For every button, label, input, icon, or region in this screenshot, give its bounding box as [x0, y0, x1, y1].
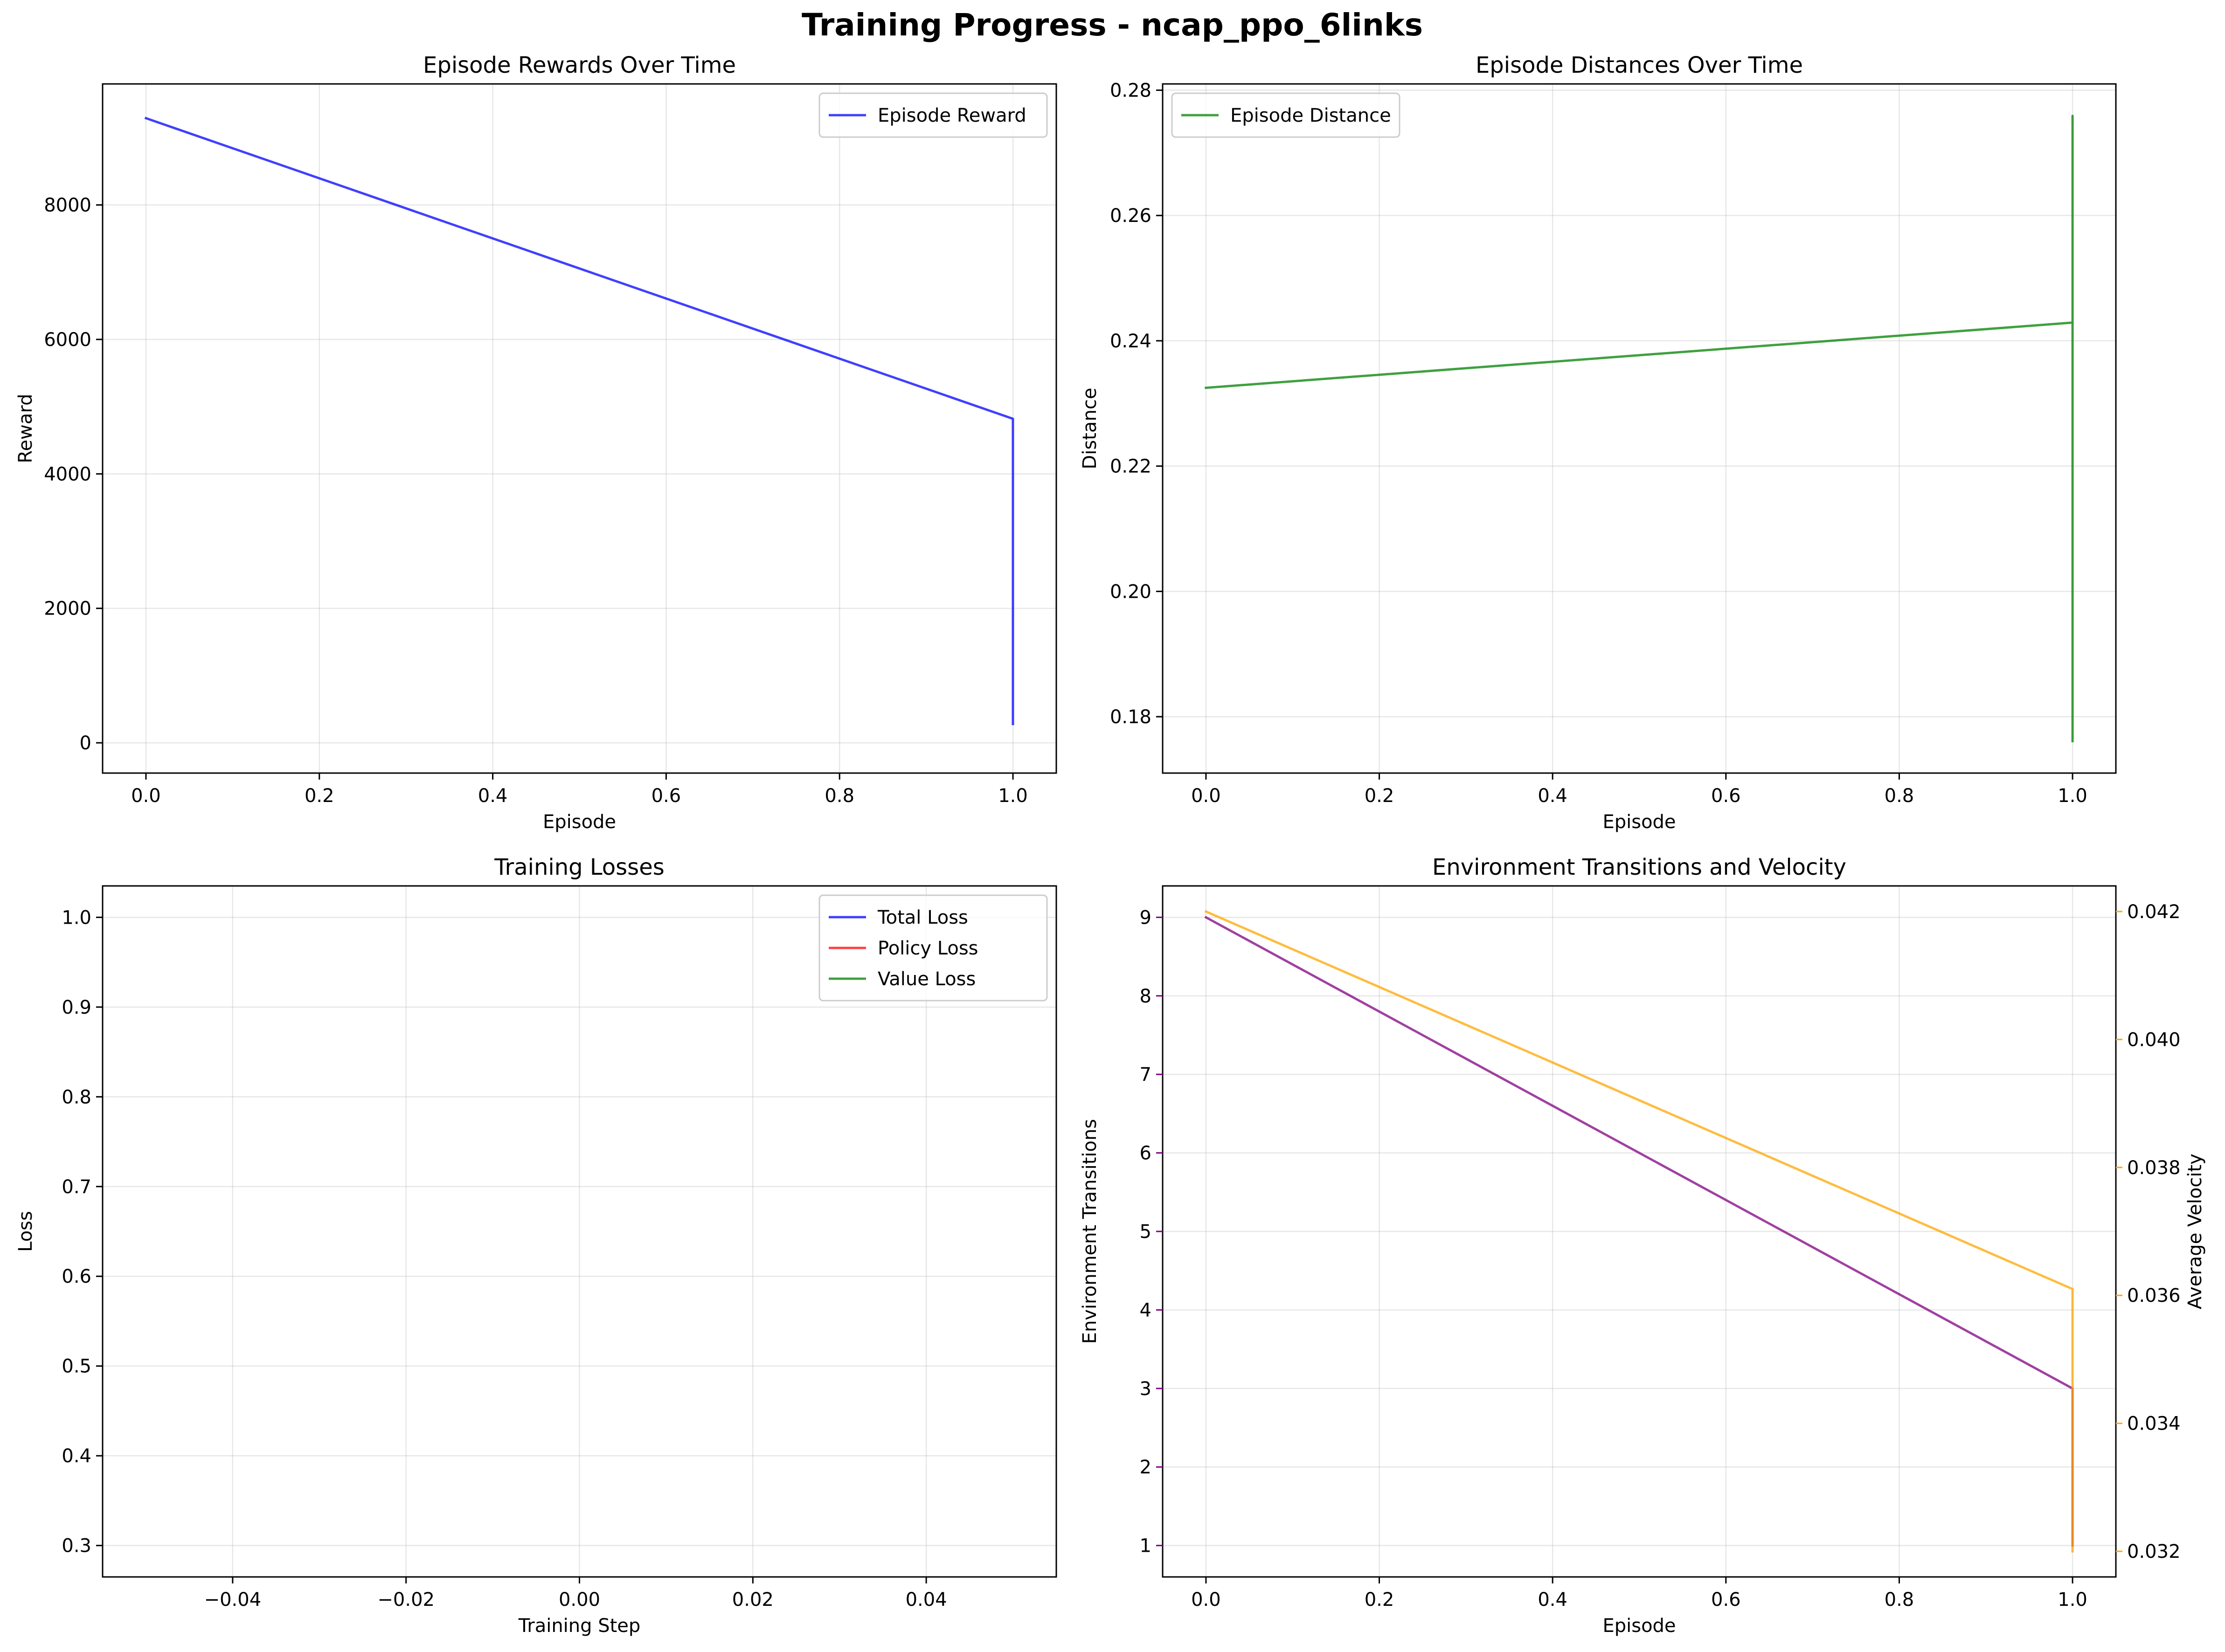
rewards-x-tick-label-5: 1.0 — [998, 785, 1028, 807]
transitions-x-tick-label-5: 1.0 — [2058, 1589, 2087, 1611]
distances-x-axis-label: Episode — [1602, 811, 1676, 833]
rewards-x-axis-label: Episode — [543, 811, 616, 833]
losses-legend-label-1: Policy Loss — [878, 938, 978, 959]
transitions-y2-tick-label-3: 0.038 — [2127, 1157, 2181, 1179]
distances-x-tick-label-3: 0.6 — [1711, 785, 1741, 807]
distances-y-tick-label-0: 0.18 — [1110, 706, 1151, 728]
transitions-velocity-panel: 0.0 0.2 0.4 0.6 0.8 1.0 1 2 3 4 5 6 7 8 9 0.032 0.034 0.0… — [1079, 854, 2206, 1637]
transitions-y-tick-label-1: 2 — [1140, 1457, 1151, 1478]
distances-y-axis-label: Distance — [1079, 388, 1101, 470]
losses-y-tick-label-3: 0.6 — [62, 1266, 91, 1287]
rewards-series-line-0 — [144, 117, 1014, 726]
transitions-y2-axis-label: Average Velocity — [2184, 1154, 2206, 1309]
losses-x-tick-label-1: −0.02 — [377, 1589, 435, 1611]
rewards-y-tick-label-4: 8000 — [44, 195, 91, 216]
losses-y-tick-label-2: 0.5 — [62, 1356, 91, 1377]
distances-title: Episode Distances Over Time — [1476, 52, 1803, 78]
transitions-y2-tick-label-1: 0.034 — [2127, 1413, 2181, 1435]
distances-series-line-0 — [1205, 115, 2074, 742]
distances-x-tick-label-5: 1.0 — [2058, 785, 2087, 807]
losses-x-tick-label-3: 0.02 — [732, 1589, 774, 1611]
transitions-series-line-1 — [1204, 910, 2074, 1553]
rewards-x-tick-label-4: 0.8 — [825, 785, 854, 807]
transitions-y-tick-label-4: 5 — [1140, 1221, 1151, 1243]
distances-y-tick-label-3: 0.24 — [1110, 331, 1151, 352]
distances-y-tick-label-5: 0.28 — [1110, 80, 1151, 101]
transitions-x-axis-label: Episode — [1602, 1615, 1676, 1637]
distances-x-tick-label-1: 0.2 — [1365, 785, 1394, 807]
transitions-y2-tick-label-0: 0.032 — [2127, 1541, 2181, 1562]
losses-x-tick-label-4: 0.04 — [906, 1589, 947, 1611]
transitions-y2-tick-label-5: 0.042 — [2127, 901, 2181, 923]
rewards-y-tick-label-0: 0 — [80, 733, 91, 754]
rewards-axes-frame — [102, 83, 1057, 774]
transitions-y-tick-label-5: 6 — [1140, 1143, 1151, 1164]
rewards-y-axis-label: Reward — [15, 394, 36, 463]
losses-legend-label-2: Value Loss — [878, 968, 976, 990]
losses-x-tick-label-0: −0.04 — [204, 1589, 262, 1611]
transitions-x-tick-label-3: 0.6 — [1711, 1589, 1741, 1611]
transitions-title: Environment Transitions and Velocity — [1432, 854, 1846, 880]
distances-x-tick-label-2: 0.4 — [1538, 785, 1567, 807]
losses-legend-box — [818, 894, 1048, 1002]
transitions-x-tick-label-0: 0.0 — [1191, 1589, 1221, 1611]
rewards-legend-label-0: Episode Reward — [878, 105, 1026, 126]
transitions-y-tick-label-8: 9 — [1140, 907, 1151, 928]
losses-y-tick-label-0: 0.3 — [62, 1535, 91, 1557]
figure-title: Training Progress - ncap_ppo_6links — [802, 7, 1423, 43]
distances-axes-frame — [1162, 83, 2117, 774]
rewards-x-tick-label-2: 0.4 — [478, 785, 508, 807]
losses-y-tick-label-6: 0.9 — [62, 997, 91, 1018]
losses-x-tick-label-2: 0.00 — [559, 1589, 600, 1611]
transitions-y-tick-label-2: 3 — [1140, 1378, 1151, 1400]
losses-y-tick-label-4: 0.7 — [62, 1176, 91, 1198]
distances-y-tick-label-4: 0.26 — [1110, 205, 1151, 227]
transitions-y2-tick-label-2: 0.036 — [2127, 1285, 2181, 1306]
distances-x-tick-label-4: 0.8 — [1885, 785, 1914, 807]
losses-y-tick-label-1: 0.4 — [62, 1445, 91, 1467]
transitions-y-tick-label-7: 8 — [1140, 986, 1151, 1007]
transitions-x-tick-label-4: 0.8 — [1885, 1589, 1914, 1611]
distances-legend-box — [1171, 92, 1400, 138]
transitions-y-axis-label: Environment Transitions — [1079, 1119, 1101, 1344]
rewards-legend-box — [818, 92, 1048, 138]
losses-y-axis-label: Loss — [15, 1211, 36, 1252]
losses-x-axis-label: Training Step — [518, 1615, 641, 1637]
transitions-y-tick-label-0: 1 — [1140, 1535, 1151, 1557]
episode-distances-panel: 0.0 0.2 0.4 0.6 0.8 1.0 0.18 0.20 0.22 0.24 0.26 0.… — [1079, 52, 2117, 833]
transitions-x-tick-label-2: 0.4 — [1538, 1589, 1567, 1611]
rewards-title: Episode Rewards Over Time — [423, 52, 736, 78]
losses-y-tick-label-5: 0.8 — [62, 1086, 91, 1108]
distances-x-tick-label-0: 0.0 — [1191, 785, 1221, 807]
distances-y-tick-label-1: 0.20 — [1110, 581, 1151, 602]
rewards-x-tick-label-3: 0.6 — [652, 785, 681, 807]
transitions-y2-tick-label-4: 0.040 — [2127, 1029, 2181, 1051]
losses-y-tick-label-7: 1.0 — [62, 907, 91, 928]
losses-legend-label-0: Total Loss — [877, 907, 968, 928]
rewards-x-tick-label-1: 0.2 — [305, 785, 334, 807]
transitions-y-tick-label-3: 4 — [1140, 1299, 1151, 1321]
training-losses-panel: −0.04 −0.02 0.00 0.02 0.04 0.3 0.4 0.5 0.6 0.7 0.8… — [15, 854, 1057, 1637]
rewards-y-tick-label-2: 4000 — [44, 463, 91, 485]
transitions-y-tick-label-6: 7 — [1140, 1064, 1151, 1085]
rewards-y-tick-label-1: 2000 — [44, 598, 91, 620]
losses-title: Training Losses — [494, 854, 664, 880]
distances-legend-label-0: Episode Distance — [1230, 105, 1391, 126]
transitions-x-tick-label-1: 0.2 — [1365, 1589, 1394, 1611]
rewards-y-tick-label-3: 6000 — [44, 329, 91, 351]
rewards-x-tick-label-0: 0.0 — [131, 785, 161, 807]
episode-rewards-panel: 0.0 0.2 0.4 0.6 0.8 1.0 0 2000 4000 6000 8000 Episo… — [15, 52, 1057, 833]
distances-y-tick-label-2: 0.22 — [1110, 456, 1151, 477]
